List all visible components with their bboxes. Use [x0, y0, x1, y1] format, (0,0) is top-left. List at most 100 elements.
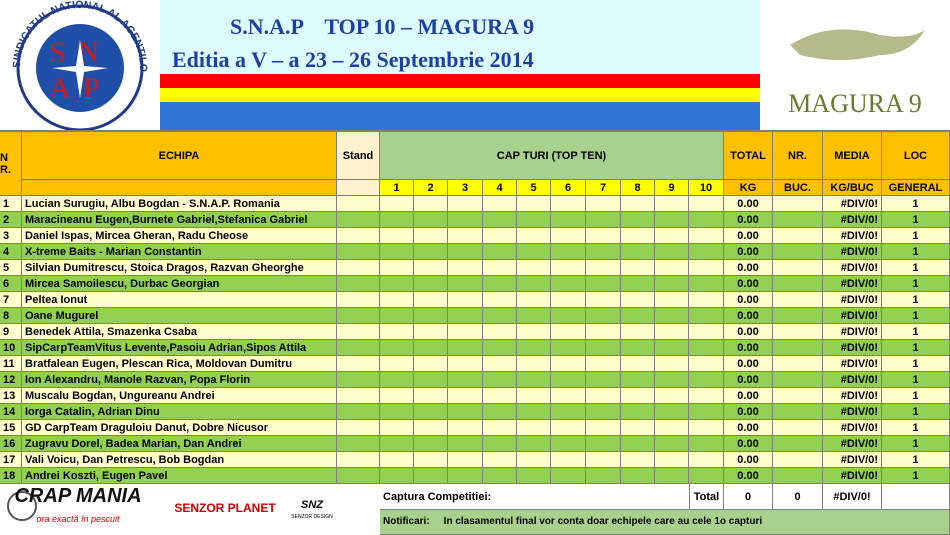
cell: [483, 324, 517, 340]
row-rank: 1: [882, 276, 950, 292]
cell: [517, 436, 551, 452]
cell: [380, 196, 414, 212]
flag-blue: [160, 102, 760, 130]
footer-average: #DIV/0!: [823, 484, 882, 510]
cell: [689, 196, 724, 212]
logo-top: SN: [49, 36, 111, 69]
cell: [621, 452, 655, 468]
row-team: Iorga Catalin, Adrian Dinu: [22, 404, 337, 420]
cell: [551, 388, 586, 404]
cell: [551, 420, 586, 436]
cell: [483, 436, 517, 452]
footer-label: Captura Competitiei:: [380, 484, 690, 510]
cell: [483, 420, 517, 436]
cell: [448, 324, 483, 340]
sponsors: CRAP MANIA ora exactă în pescuit SENZOR …: [7, 485, 333, 524]
cell: [380, 420, 414, 436]
row-team: Bratfalean Eugen, Plescan Rica, Moldovan…: [22, 356, 337, 372]
cell: [483, 244, 517, 260]
cell: [689, 388, 724, 404]
cell: [483, 372, 517, 388]
row-total: 0.00: [724, 324, 773, 340]
cell: [414, 388, 448, 404]
cell: [517, 212, 551, 228]
cell: [655, 292, 689, 308]
cell: [655, 324, 689, 340]
row-team: Ion Alexandru, Manole Razvan, Popa Flori…: [22, 372, 337, 388]
ball: [7, 491, 37, 521]
cell: [655, 212, 689, 228]
cell: [655, 436, 689, 452]
cell: [689, 308, 724, 324]
header-cell: 8: [621, 180, 655, 196]
cell: [882, 484, 950, 510]
row-average: #DIV/0!: [823, 420, 882, 436]
cell: [337, 292, 380, 308]
cell: [586, 372, 621, 388]
cell: [689, 372, 724, 388]
subtitle: Editia a V – a 23 – 26 Septembrie 2014: [172, 47, 534, 72]
row-rank: 1: [882, 452, 950, 468]
row-total: 0.00: [724, 468, 773, 484]
cell: [773, 212, 823, 228]
cell: [414, 212, 448, 228]
cell: [380, 468, 414, 484]
row-nr: 1: [0, 196, 22, 212]
cell: [773, 244, 823, 260]
cell: [586, 276, 621, 292]
cell: [483, 356, 517, 372]
row-nr: 16: [0, 436, 22, 452]
cell: [621, 420, 655, 436]
cell: [586, 452, 621, 468]
cell: [380, 356, 414, 372]
header-cell: 3: [448, 180, 483, 196]
cell: [621, 356, 655, 372]
row-rank: 1: [882, 196, 950, 212]
cell: [517, 388, 551, 404]
cell: [448, 356, 483, 372]
cell: [586, 388, 621, 404]
cell: [448, 292, 483, 308]
cell: [621, 404, 655, 420]
row-total: 0.00: [724, 196, 773, 212]
row-team: Daniel Ispas, Mircea Gheran, Radu Cheose: [22, 228, 337, 244]
cell: [517, 196, 551, 212]
row-nr: 6: [0, 276, 22, 292]
row-nr: 5: [0, 260, 22, 276]
cell: [337, 340, 380, 356]
row-average: #DIV/0!: [823, 388, 882, 404]
row-average: #DIV/0!: [823, 308, 882, 324]
snap-logo: SINDICATUL NATIONAL AL AGENTILOR DE POLI…: [0, 0, 149, 130]
row-team: Peltea Ionut: [22, 292, 337, 308]
cell: [483, 452, 517, 468]
row-average: #DIV/0!: [823, 260, 882, 276]
row-average: #DIV/0!: [823, 356, 882, 372]
row-nr: 4: [0, 244, 22, 260]
cell: [337, 372, 380, 388]
row-team: GD CarpTeam Draguloiu Danut, Dobre Nicus…: [22, 420, 337, 436]
cell: [621, 244, 655, 260]
cell: [689, 228, 724, 244]
cell: [621, 308, 655, 324]
cell: [517, 228, 551, 244]
cell: [448, 244, 483, 260]
cell: [773, 292, 823, 308]
cell: [448, 276, 483, 292]
cell: [448, 308, 483, 324]
cell: [773, 260, 823, 276]
cell: [773, 372, 823, 388]
row-rank: 1: [882, 372, 950, 388]
cell: [655, 372, 689, 388]
notice: Notificari: In clasamentul final vor cont…: [380, 510, 950, 535]
header-cell: N R.: [0, 132, 22, 196]
cell: [517, 452, 551, 468]
cell: [380, 308, 414, 324]
row-total: 0.00: [724, 420, 773, 436]
snz: SNZ: [301, 499, 324, 511]
cell: [586, 404, 621, 420]
row-team: Mircea Samoilescu, Durbac Georgian: [22, 276, 337, 292]
cell: [337, 228, 380, 244]
cell: [380, 292, 414, 308]
row-nr: 7: [0, 292, 22, 308]
row-team: SipCarpTeamVitus Levente,Pasoiu Adrian,S…: [22, 340, 337, 356]
